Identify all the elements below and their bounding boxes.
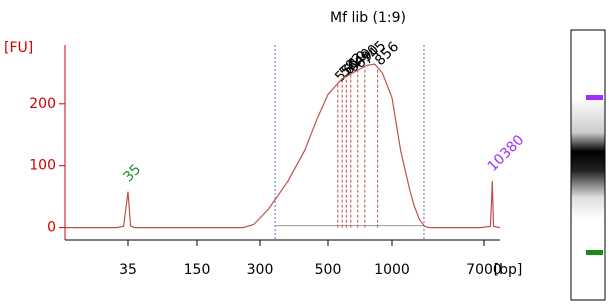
trace xyxy=(65,64,500,227)
x-tick-label: 300 xyxy=(247,262,274,278)
x-tick-label: 150 xyxy=(184,262,211,278)
marker-label: 35 xyxy=(120,161,144,185)
chart: Mf lib (1:9) [FU] [bp] 01002003515030050… xyxy=(0,0,609,307)
y-axis-label: [FU] xyxy=(4,40,33,56)
chart-title: Mf lib (1:9) xyxy=(330,10,406,26)
marker-label: 10380 xyxy=(485,132,528,175)
gel-lane xyxy=(571,30,605,300)
x-tick-label: 7000 xyxy=(466,262,502,278)
x-tick-label: 500 xyxy=(315,262,342,278)
y-tick-label: 0 xyxy=(47,220,56,236)
x-tick-label: 35 xyxy=(119,262,137,278)
gel-band-upper xyxy=(586,95,603,100)
x-tick-label: 1000 xyxy=(374,262,410,278)
y-tick-label: 100 xyxy=(29,158,56,174)
gel-band-lower xyxy=(586,250,603,255)
gel-lane-box xyxy=(571,30,605,300)
y-tick-label: 200 xyxy=(29,96,56,112)
